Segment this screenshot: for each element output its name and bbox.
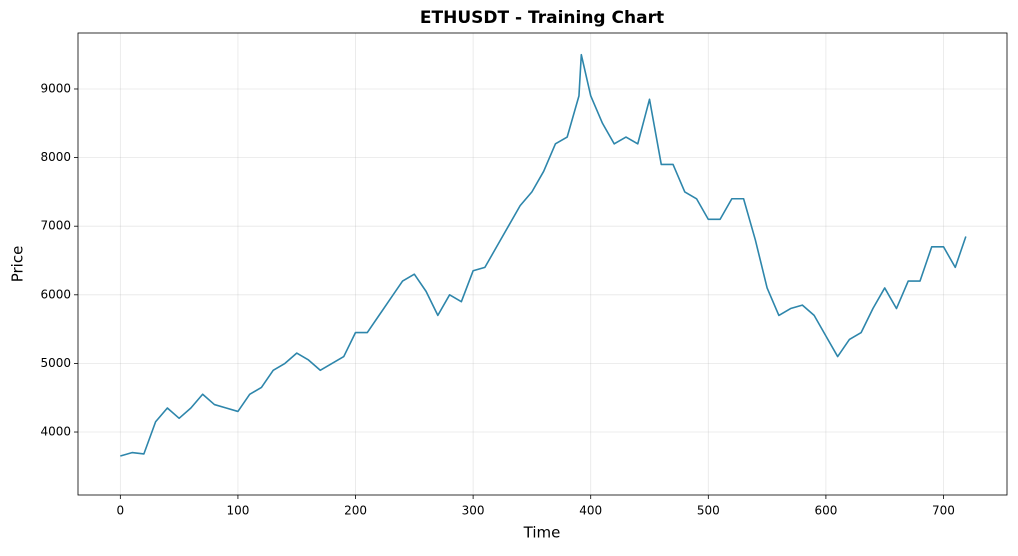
x-tick-label: 700 xyxy=(932,504,955,518)
x-tick-label: 100 xyxy=(226,504,249,518)
y-tick-label: 7000 xyxy=(40,219,71,233)
y-tick-label: 5000 xyxy=(40,356,71,370)
plot-frame xyxy=(77,32,1008,496)
y-axis-label: Price xyxy=(9,246,27,283)
y-tick-label: 9000 xyxy=(40,81,71,95)
x-axis-label: Time xyxy=(523,524,561,542)
x-tick-label: 400 xyxy=(579,504,602,518)
price-line xyxy=(120,53,967,457)
y-tick-label: 8000 xyxy=(40,150,71,164)
chart-title: ETHUSDT - Training Chart xyxy=(420,8,664,28)
y-tick-label: 6000 xyxy=(40,287,71,301)
x-tick-label: 0 xyxy=(117,504,125,518)
x-tick-label: 500 xyxy=(697,504,720,518)
x-tick-label: 200 xyxy=(344,504,367,518)
x-tick-label: 600 xyxy=(814,504,837,518)
x-tick-label: 300 xyxy=(462,504,485,518)
y-tick-label: 4000 xyxy=(40,425,71,439)
